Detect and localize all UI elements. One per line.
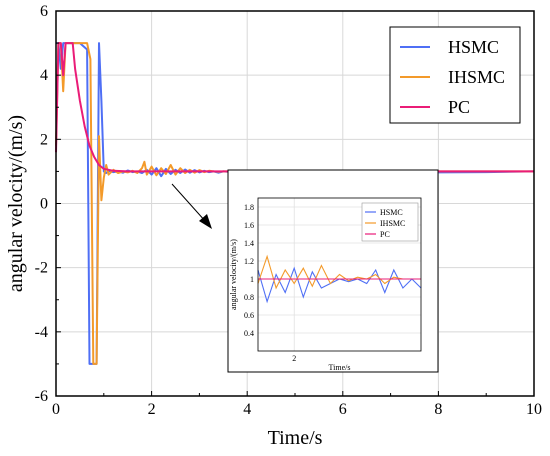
inset-x-tick-label: 2 [292, 354, 296, 363]
inset-legend-label-pc: PC [380, 230, 390, 239]
y-tick-label: -2 [35, 260, 48, 277]
y-tick-label: -4 [35, 324, 48, 341]
inset-pointer-arrowhead [199, 214, 212, 229]
inset-y-tick-label: 0.8 [244, 293, 254, 302]
x-tick-label: 2 [148, 401, 156, 418]
y-tick-label: 4 [40, 67, 48, 84]
inset-plot-frame [257, 197, 422, 352]
inset-y-tick-label: 1.2 [244, 257, 254, 266]
inset-legend-label-ihsmc: IHSMC [380, 219, 405, 228]
x-tick-label: 10 [526, 401, 542, 418]
y-tick-label: -6 [35, 388, 48, 405]
x-tick-label: 8 [434, 401, 442, 418]
legend-label-hsmc: HSMC [448, 37, 499, 57]
x-axis-title: Time/s [268, 427, 323, 449]
y-tick-label: 0 [40, 196, 48, 213]
inset-legend-box [361, 202, 419, 242]
inset-legend-label-hsmc: HSMC [380, 208, 403, 217]
legend: HSMC IHSMC PC [389, 26, 521, 124]
inset-series-line-ihsmc [257, 254, 421, 290]
inset-y-tick-label: 0.6 [244, 311, 254, 320]
inset-x-axis-title: Time/s [329, 363, 351, 372]
inset-zoom-chart: 0.4 0.6 0.8 1 1.2 1.4 1.6 1.8 2 HSMC IHSMC PC Time/s… [227, 169, 439, 373]
inset-y-tick-label: 1 [250, 275, 254, 284]
y-tick-label: 6 [40, 3, 48, 20]
legend-label-pc: PC [448, 97, 470, 117]
inset-y-axis-title: angular velocity/(m/s) [229, 239, 238, 310]
inset-y-tick-label: 1.8 [244, 203, 254, 212]
x-tick-label: 0 [52, 401, 60, 418]
inset-pointer-arrow [171, 183, 207, 223]
x-tick-label: 6 [339, 401, 347, 418]
y-axis-title: angular velocity/(m/s) [5, 115, 27, 292]
inset-background [227, 169, 439, 373]
x-tick-label: 4 [243, 401, 251, 418]
inset-y-tick-label: 1.6 [244, 221, 254, 230]
axis-ticks: 0 2 4 6 8 10 -6 -4 -2 0 2 4 6 [35, 3, 542, 418]
inset-y-tick-label: 1.4 [244, 239, 254, 248]
legend-label-ihsmc: IHSMC [448, 67, 505, 87]
y-tick-label: 2 [40, 131, 48, 148]
inset-y-tick-label: 0.4 [244, 329, 254, 338]
